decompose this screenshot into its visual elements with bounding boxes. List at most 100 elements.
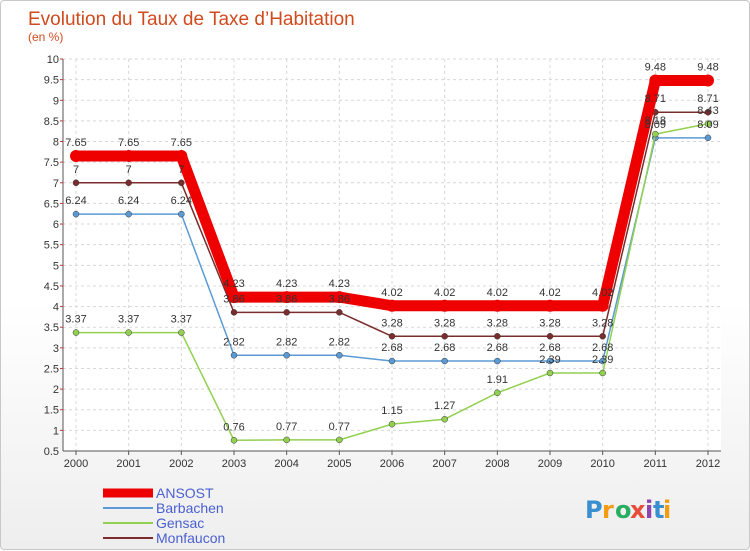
- y-tick-label: 6.5: [44, 198, 59, 210]
- data-label-gensac: 2.39: [539, 354, 560, 366]
- data-label-gensac: 1.27: [434, 400, 455, 412]
- logo-letter: t: [653, 496, 664, 524]
- y-tick-label: 3: [53, 343, 59, 355]
- data-point-gensac: [441, 415, 448, 423]
- y-tick-label: 0.5: [44, 446, 59, 458]
- data-point-barbachen: [230, 352, 238, 359]
- logo-letter: o: [615, 496, 632, 524]
- data-label-barbachen: 2.68: [381, 342, 402, 354]
- data-label-monfaucon: 3.28: [592, 317, 613, 329]
- data-point-barbachen: [336, 352, 343, 359]
- y-tick-label: 1: [53, 425, 59, 437]
- logo-letter: i: [645, 496, 653, 524]
- data-label-ansost: 4.02: [487, 287, 508, 299]
- chart-title: Evolution du Taux de Taxe d’Habitation: [28, 9, 355, 30]
- y-tick-label: 8.5: [44, 116, 59, 128]
- data-point-monfaucon: [599, 333, 606, 340]
- data-point-monfaucon: [494, 333, 501, 340]
- y-tick-label: 9: [53, 95, 59, 107]
- data-label-barbachen: 6.24: [171, 195, 192, 207]
- data-label-ansost: 4.02: [434, 287, 455, 299]
- chart-subtitle: (en %): [28, 30, 63, 44]
- data-label-monfaucon: 3.28: [487, 317, 508, 329]
- data-label-monfaucon: 3.28: [434, 317, 455, 329]
- data-point-ansost: [228, 291, 240, 304]
- data-point-ansost: [122, 149, 135, 162]
- series-group: [70, 74, 714, 444]
- y-tick-label: 7.5: [44, 157, 59, 169]
- legend-label-ansost: ANSOST: [156, 485, 214, 501]
- data-point-gensac: [494, 389, 501, 397]
- x-tick-label: 2012: [696, 458, 720, 470]
- y-tick-label: 8: [53, 137, 59, 149]
- data-point-gensac: [336, 436, 343, 444]
- data-label-barbachen: 2.82: [276, 336, 297, 348]
- data-point-gensac: [178, 329, 185, 336]
- data-label-ansost: 7.65: [118, 137, 139, 149]
- data-point-monfaucon: [441, 333, 448, 340]
- data-label-gensac: 3.37: [65, 314, 86, 326]
- data-label-monfaucon: 3.86: [276, 293, 297, 305]
- logo-letter: x: [630, 496, 646, 524]
- x-tick-label: 2000: [64, 458, 88, 470]
- logo-letter: i: [663, 496, 671, 524]
- data-label-barbachen: 2.82: [223, 336, 244, 348]
- y-tick-label: 4: [53, 302, 59, 314]
- data-point-ansost: [702, 74, 714, 87]
- data-label-monfaucon: 8.71: [697, 93, 718, 105]
- y-tick-label: 5.5: [44, 240, 59, 252]
- data-label-gensac: 8.18: [645, 115, 666, 127]
- data-point-ansost: [333, 291, 346, 304]
- y-tick-label: 4.5: [44, 281, 59, 293]
- data-point-barbachen: [704, 134, 712, 142]
- data-point-barbachen: [72, 210, 80, 218]
- data-point-monfaucon: [72, 179, 80, 187]
- data-point-monfaucon: [230, 309, 238, 316]
- y-tick-label: 2.5: [44, 363, 59, 375]
- x-tick-label: 2003: [222, 458, 246, 470]
- data-label-barbachen: 8.09: [645, 119, 666, 131]
- y-tick-label: 10: [47, 54, 59, 66]
- y-tick-label: 5: [53, 260, 59, 272]
- data-point-gensac: [388, 420, 396, 428]
- data-label-barbachen: 6.24: [65, 195, 86, 207]
- y-tick-label: 9.5: [44, 75, 59, 87]
- data-label-monfaucon: 3.86: [223, 293, 244, 305]
- data-point-barbachen: [125, 210, 132, 218]
- data-point-gensac: [230, 437, 238, 444]
- data-point-monfaucon: [336, 309, 343, 316]
- data-label-gensac: 0.77: [276, 421, 297, 433]
- data-point-ansost: [175, 149, 188, 162]
- data-label-gensac: 0.76: [223, 421, 244, 433]
- data-point-monfaucon: [125, 179, 132, 187]
- data-point-monfaucon: [704, 108, 712, 116]
- logo-letter: P: [585, 496, 603, 524]
- data-label-ansost: 4.02: [381, 287, 402, 299]
- data-label-gensac: 1.91: [487, 374, 508, 386]
- data-label-barbachen: 6.24: [118, 195, 139, 207]
- x-tick-label: 2011: [644, 458, 668, 470]
- data-point-gensac: [72, 329, 80, 336]
- data-point-barbachen: [388, 357, 396, 365]
- data-point-monfaucon: [546, 333, 554, 340]
- data-point-ansost: [491, 299, 504, 312]
- data-labels: 7.65 7.65 7.65 4.23 4.23 4.23 4.02 4.02 4.02 4.02…: [65, 61, 718, 433]
- legend-label-monfaucon: Monfaucon: [156, 530, 225, 546]
- data-point-barbachen: [546, 357, 554, 365]
- data-label-ansost: 4.02: [539, 287, 560, 299]
- x-tick-label: 2006: [380, 458, 404, 470]
- legend-label-gensac: Gensac: [156, 515, 204, 531]
- data-point-barbachen: [178, 210, 185, 218]
- x-tick-label: 2004: [274, 458, 298, 470]
- data-label-gensac: 0.77: [329, 421, 350, 433]
- x-tick-label: 2008: [485, 458, 509, 470]
- axes: 0.5 1 1.5 2 2.5 3 3.5 4 4.5 5 5.5 6 6.5 7 7.5 8 8.5 9 9.5 1…: [44, 54, 721, 470]
- data-label-gensac: 3.37: [171, 314, 192, 326]
- data-point-barbachen: [494, 357, 501, 365]
- data-label-monfaucon: 3.28: [381, 317, 402, 329]
- data-label-barbachen: 2.68: [592, 342, 613, 354]
